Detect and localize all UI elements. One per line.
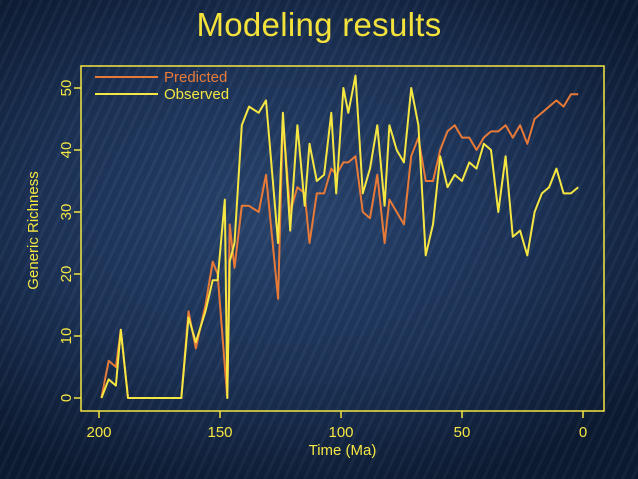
y-tick-label: 20 — [58, 266, 75, 283]
x-tick-label: 200 — [86, 424, 111, 441]
y-tick-label: 0 — [58, 394, 75, 402]
x-tick-label: 100 — [328, 424, 353, 441]
slide-title: Modeling results — [196, 6, 442, 43]
y-axis-label: Generic Richness — [25, 171, 42, 289]
x-tick-label: 150 — [207, 424, 232, 441]
legend-label-observed: Observed — [164, 86, 229, 103]
x-axis-label: Time (Ma) — [309, 442, 377, 459]
y-tick-label: 10 — [58, 328, 75, 345]
x-tick-label: 0 — [579, 424, 587, 441]
series-line-observed — [100, 74, 579, 399]
y-tick-label: 30 — [58, 204, 75, 221]
x-tick-label: 50 — [454, 424, 471, 441]
legend-label-predicted: Predicted — [164, 69, 227, 86]
plot-frame — [80, 65, 605, 412]
series-line-predicted — [100, 93, 579, 399]
y-tick-label: 40 — [58, 142, 75, 159]
y-tick-label: 50 — [58, 80, 75, 97]
